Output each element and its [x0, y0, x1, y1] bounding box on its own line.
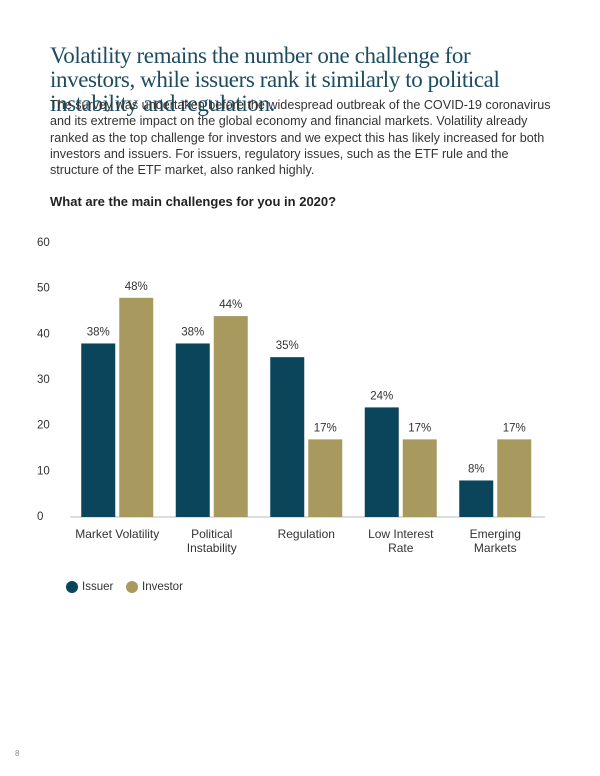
bar: [402, 439, 437, 517]
y-tick-label: 50: [37, 283, 50, 295]
value-label: 44%: [219, 299, 242, 311]
bar: [81, 343, 116, 517]
bar: [497, 439, 532, 517]
value-label: 38%: [87, 326, 110, 338]
y-tick-label: 30: [37, 374, 50, 386]
chart-title: What are the main challenges for you in …: [50, 194, 337, 209]
heading: Volatility remains the number one challe…: [50, 43, 500, 116]
x-tick-label: Market Volatility: [75, 527, 160, 541]
legend-swatch: [66, 581, 78, 593]
y-tick-label: 40: [37, 328, 50, 340]
bar: [364, 407, 399, 517]
page-number: 8: [15, 749, 20, 758]
bar: [270, 357, 305, 517]
bar: [213, 316, 248, 517]
value-label: 8%: [468, 463, 485, 475]
y-tick-label: 60: [37, 237, 50, 249]
legend-label: Investor: [142, 581, 183, 593]
value-label: 35%: [276, 340, 299, 352]
body-text: The survey was undertaken before the wid…: [50, 98, 551, 178]
x-tick-label: Emerging Markets: [469, 527, 521, 555]
bar: [308, 439, 343, 517]
bar: [459, 480, 494, 517]
legend-label: Issuer: [82, 581, 113, 593]
y-tick-label: 20: [37, 420, 50, 432]
y-tick-label: 10: [37, 465, 50, 477]
value-label: 48%: [125, 281, 148, 293]
x-tick-label: Political Instability: [186, 527, 237, 555]
bar: [175, 343, 210, 517]
x-tick-label: Regulation: [277, 527, 335, 541]
value-label: 17%: [503, 422, 526, 434]
value-label: 17%: [314, 422, 337, 434]
y-tick-label: 0: [37, 511, 43, 523]
x-tick-label: Low Interest Rate: [368, 527, 434, 555]
value-label: 38%: [181, 326, 204, 338]
value-label: 17%: [408, 422, 431, 434]
bar: [119, 297, 154, 517]
value-label: 24%: [370, 390, 393, 402]
legend-swatch: [126, 581, 138, 593]
